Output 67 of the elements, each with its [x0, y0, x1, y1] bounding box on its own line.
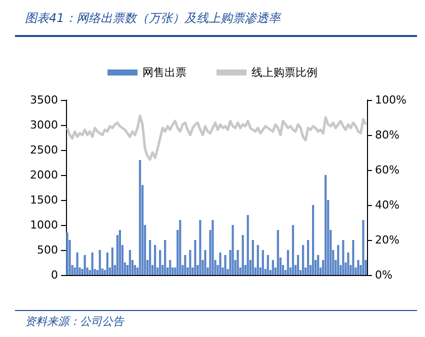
text: 资料来源：公司公告 — [25, 314, 124, 329]
bar — [272, 260, 274, 275]
y-tick-label: 1500 — [30, 194, 58, 206]
bar — [66, 232, 68, 275]
y-tick-label: 500 — [37, 244, 58, 256]
legend-label: 网售出票 — [142, 66, 186, 79]
bar — [352, 240, 354, 275]
bar — [212, 220, 214, 275]
bar — [118, 230, 121, 275]
bar — [276, 230, 280, 275]
bar — [357, 260, 360, 275]
bar — [128, 250, 132, 275]
chart-title: 图表41：网络出票数（万张）及线上购票渗透率 — [25, 10, 280, 27]
y-tick-label: 1000 — [30, 218, 58, 232]
bar — [232, 225, 234, 275]
bar — [262, 250, 264, 275]
bar — [204, 250, 206, 275]
bar — [312, 205, 314, 275]
bar — [347, 252, 350, 275]
y2-tick-label: 60% — [375, 164, 400, 176]
bar — [224, 255, 226, 275]
line-series — [66, 114, 367, 161]
bar — [169, 260, 172, 275]
bar — [91, 252, 94, 275]
bar — [138, 160, 142, 275]
bar — [154, 245, 156, 275]
bar — [179, 220, 182, 275]
y-tick-label: 3500 — [30, 94, 58, 106]
bar — [184, 255, 186, 275]
bar — [266, 255, 269, 275]
bar — [306, 240, 310, 275]
bar — [342, 240, 344, 275]
bar — [246, 215, 249, 275]
bar — [256, 245, 259, 275]
bar — [324, 175, 327, 275]
bar — [292, 225, 294, 275]
y-tick-label: 0 — [51, 268, 58, 282]
bar — [236, 250, 239, 275]
bar — [296, 255, 300, 275]
bar — [242, 235, 244, 275]
bar — [84, 255, 86, 275]
bar — [164, 240, 166, 275]
y2-tick-label: 0% — [375, 268, 392, 282]
bar — [148, 240, 152, 275]
bar — [199, 220, 202, 275]
y-tick-label: 3000 — [30, 118, 58, 132]
bar — [76, 252, 78, 275]
bar — [111, 248, 114, 275]
y-tick-label: 2000 — [30, 168, 58, 182]
bar — [106, 252, 108, 275]
bar — [317, 255, 320, 275]
bar — [189, 250, 192, 275]
bar — [194, 240, 196, 275]
bar — [158, 250, 162, 275]
y-tick-label: 2500 — [30, 144, 58, 156]
bar — [219, 252, 222, 275]
bar — [337, 245, 340, 275]
y2-tick-label: 40% — [375, 198, 400, 212]
y2-tick-label: 20% — [375, 234, 400, 246]
y2-tick-label: 80% — [375, 128, 400, 142]
bar — [252, 240, 254, 275]
y2-tick-label: 100% — [375, 94, 406, 106]
bar — [362, 220, 364, 275]
bar — [302, 245, 304, 275]
bar — [98, 250, 101, 275]
bar — [286, 250, 290, 275]
legend-label: 线上购票比例 — [252, 66, 318, 79]
